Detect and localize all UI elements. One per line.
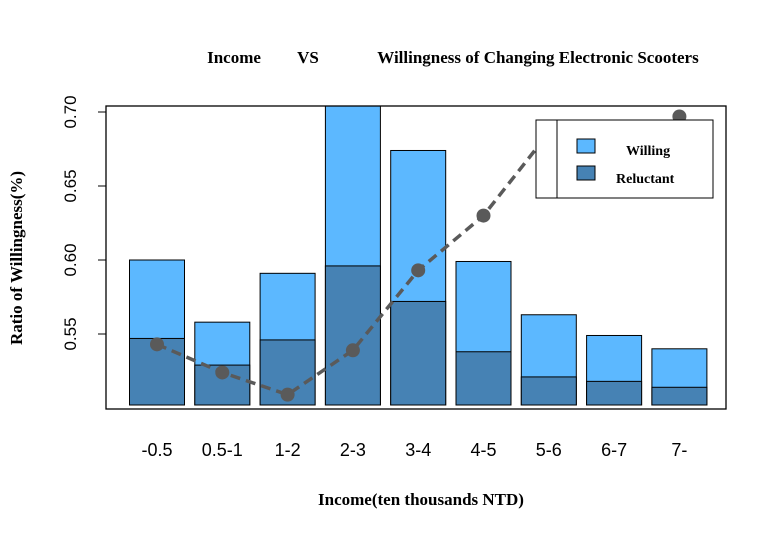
bar-reluctant-8	[651, 386, 708, 406]
bar-reluctant-4	[390, 300, 447, 406]
y-tick-label-0: 0.55	[61, 317, 80, 350]
legend-box	[535, 119, 714, 199]
x-axis-label: Income(ten thousands NTD)	[318, 490, 524, 509]
y-tick-label-3: 0.70	[61, 95, 80, 128]
y-axis: 0.55 0.60 0.65 0.70	[61, 95, 107, 351]
x-tick-label-7: 6-7	[601, 440, 627, 460]
y-tick-label-2: 0.65	[61, 169, 80, 202]
title-part-vs: VS	[297, 48, 319, 67]
bar-reluctant-7	[586, 380, 643, 406]
chart-title: Income VS Willingness of Changing Electr…	[207, 48, 699, 67]
trend-point-0	[150, 337, 164, 352]
title-part-main: Willingness of Changing Electronic Scoot…	[377, 48, 699, 67]
bar-reluctant-3	[324, 265, 381, 406]
legend-label-reluctant: Reluctant	[616, 172, 675, 187]
bar-reluctant-6	[520, 376, 577, 406]
x-tick-label-8: 7-	[671, 440, 687, 460]
legend-swatch-reluctant	[576, 165, 596, 181]
bar-reluctant-1	[194, 364, 251, 406]
y-tick-label-1: 0.60	[61, 243, 80, 276]
x-tick-label-3: 2-3	[340, 440, 366, 460]
trend-point-1	[215, 365, 230, 380]
trend-point-5	[476, 208, 491, 223]
x-tick-label-4: 3-4	[405, 440, 431, 460]
x-tick-label-0: -0.5	[141, 440, 172, 460]
y-axis-label: Ratio of Willingness(%)	[7, 171, 26, 345]
trend-point-3	[345, 343, 360, 358]
bars-layer	[129, 106, 708, 406]
legend: Willing Reluctant	[535, 119, 714, 199]
bar-reluctant-5	[455, 351, 512, 406]
trend-point-4	[411, 263, 426, 278]
trend-point-2	[280, 387, 295, 402]
title-part-income: Income	[207, 48, 261, 67]
x-tick-label-5: 4-5	[470, 440, 496, 460]
x-tick-label-1: 0.5-1	[202, 440, 243, 460]
legend-swatch-willing	[576, 138, 596, 154]
x-tick-label-2: 1-2	[275, 440, 301, 460]
x-axis-labels: -0.5 0.5-1 1-2 2-3 3-4 4-5 5-6 6-7 7-	[141, 440, 687, 460]
legend-label-willing: Willing	[626, 144, 670, 159]
x-tick-label-6: 5-6	[536, 440, 562, 460]
